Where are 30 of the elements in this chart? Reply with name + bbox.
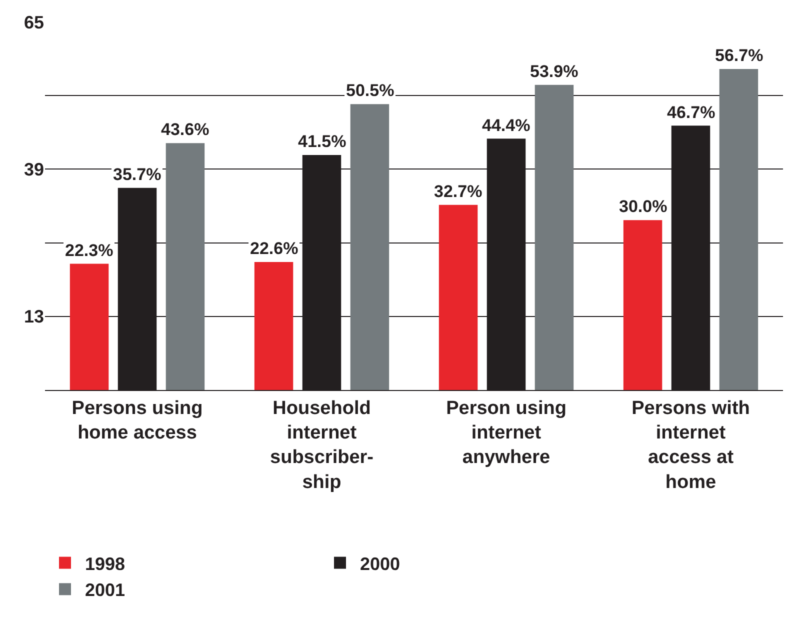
data-label: 22.3% [65,241,114,260]
legend-label: 2000 [360,554,400,574]
x-tick-label: Persons using home access [72,398,203,444]
data-label: 50.5% [346,81,394,100]
y-tick-label: 39 [24,160,44,180]
y-tick-label: 65 [24,12,44,32]
bar [166,143,205,390]
data-label: 44.4% [482,116,530,135]
bar [70,264,109,390]
y-tick-label: 13 [24,306,44,327]
x-tick-label: Household internet subscriber- ship [270,398,374,493]
data-label: 35.7% [113,165,162,184]
data-label: 22.6% [250,239,298,258]
bar [719,68,758,390]
data-label: 32.7% [434,182,482,201]
legend-label: 1998 [85,554,126,574]
data-label: 56.7% [715,46,764,65]
data-label: 41.5% [298,132,346,151]
data-label: 46.7% [667,103,716,122]
x-tick-label: Persons with internet access at home [632,398,750,493]
bar [534,84,574,390]
bar [438,204,478,390]
bar [254,262,294,390]
data-label: 30.0% [619,197,668,216]
bar [350,104,390,390]
data-label: 43.6% [161,120,210,139]
legend-label: 2001 [85,580,126,600]
data-label: 53.9% [530,62,578,81]
bar [623,220,662,390]
x-tick-label: Person using internet anywhere [446,398,566,468]
